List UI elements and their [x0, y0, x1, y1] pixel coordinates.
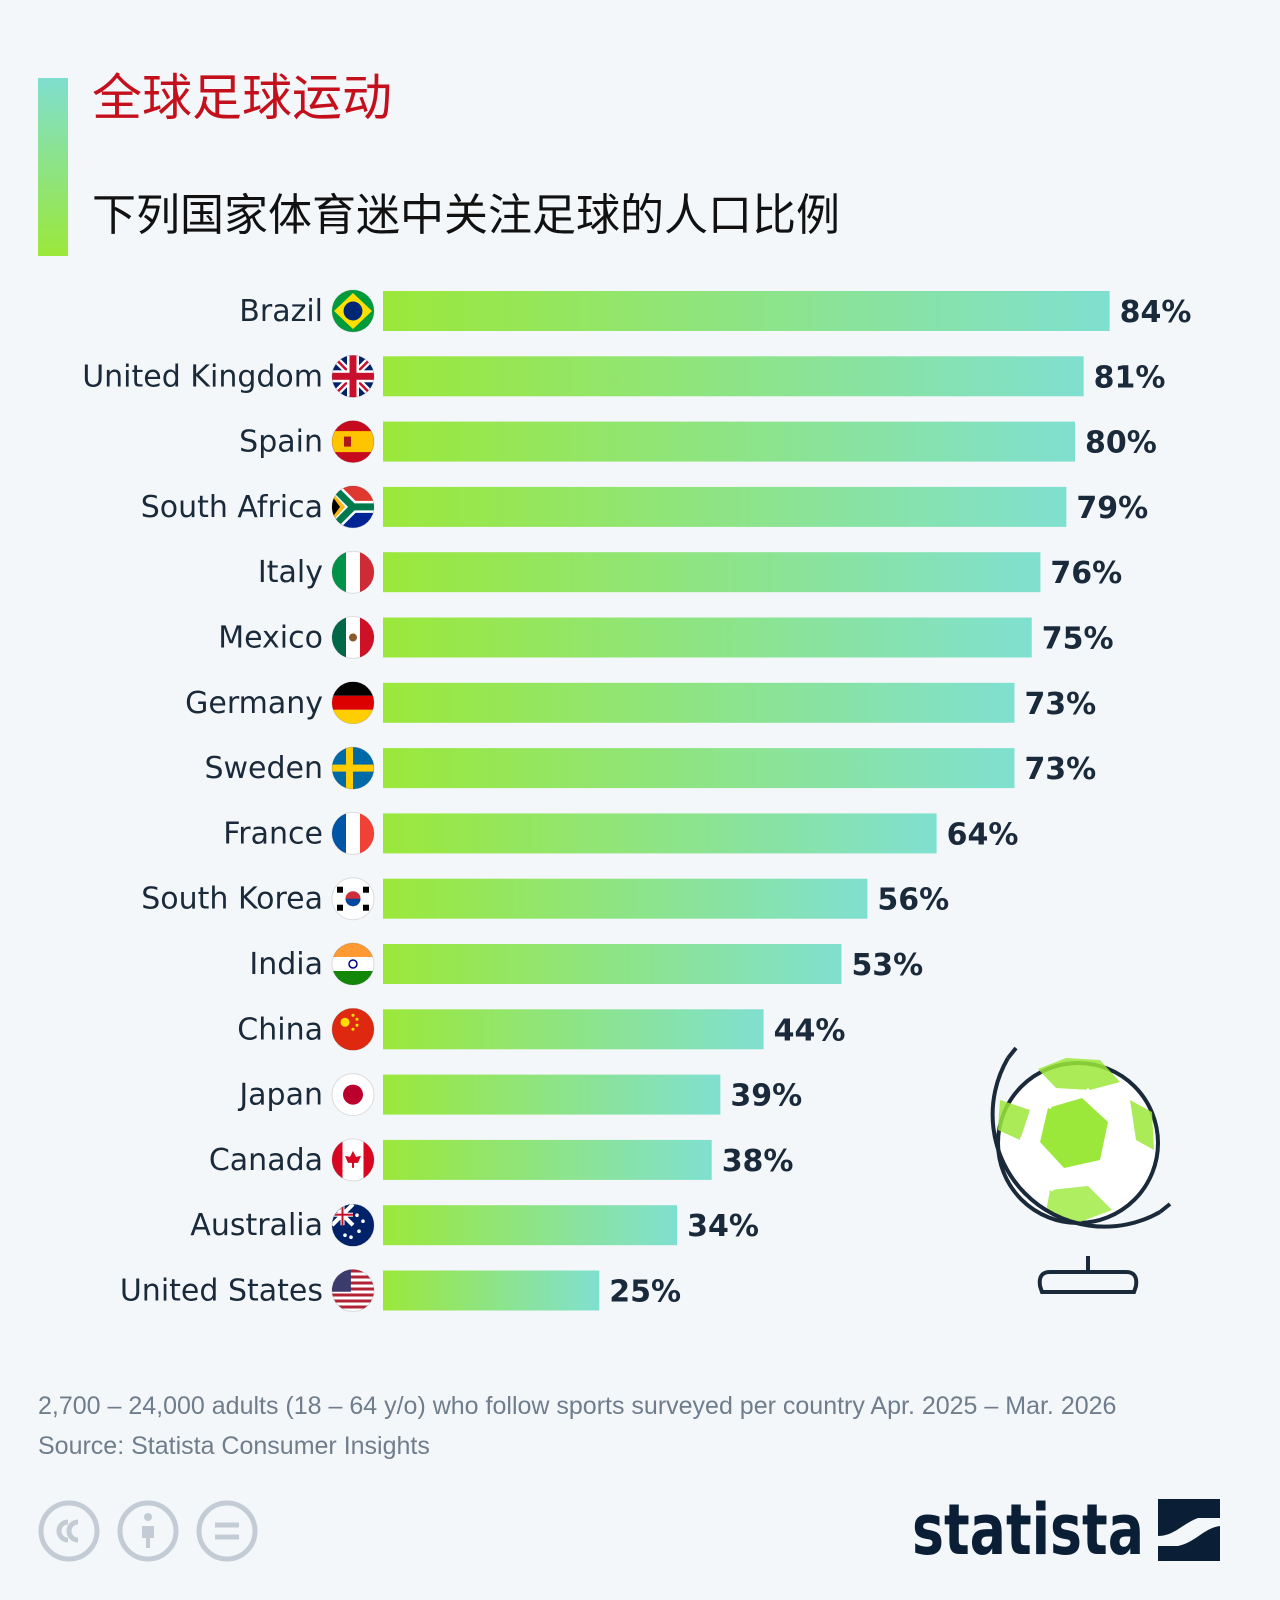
value-label: 75%	[1042, 622, 1114, 657]
footnote: 2,700 – 24,000 adults (18 – 64 y/o) who …	[38, 1386, 1116, 1466]
sweden-flag-icon	[331, 746, 375, 790]
statista-logo-mark-icon	[1158, 1499, 1220, 1561]
bar	[383, 1139, 712, 1180]
category-label: South Korea	[141, 882, 323, 917]
brazil-flag-icon	[331, 289, 375, 333]
category-label: Japan	[237, 1078, 323, 1113]
value-label: 79%	[1076, 491, 1148, 526]
category-label: Italy	[258, 555, 323, 590]
category-label: Germany	[185, 686, 323, 721]
category-label: India	[249, 947, 323, 982]
bar	[383, 291, 1110, 331]
statista-logo[interactable]: statista	[912, 1489, 1252, 1571]
value-label: 64%	[947, 817, 1019, 852]
license-icons	[38, 1500, 258, 1562]
canada-flag-icon	[331, 1138, 375, 1182]
bar	[383, 1009, 764, 1050]
value-label: 34%	[687, 1209, 759, 1244]
uk-flag-icon	[331, 354, 375, 398]
chart-subtitle: 下列国家体育迷中关注足球的人口比例	[92, 190, 840, 241]
france-flag-icon	[331, 811, 375, 855]
south-korea-flag-icon	[331, 877, 375, 921]
value-label: 80%	[1085, 426, 1157, 461]
category-label: Australia	[190, 1208, 323, 1243]
value-label: 73%	[1024, 752, 1096, 787]
value-label: 84%	[1120, 295, 1192, 330]
italy-flag-icon	[331, 550, 375, 594]
category-label: France	[223, 816, 323, 851]
attribution-icon[interactable]	[117, 1500, 179, 1562]
value-label: 56%	[877, 883, 949, 918]
value-label: 39%	[730, 1079, 802, 1114]
bar	[383, 617, 1032, 658]
bar	[383, 552, 1041, 593]
value-label: 76%	[1050, 556, 1122, 591]
bar	[383, 1205, 678, 1246]
title-accent-bar	[38, 78, 68, 256]
bar	[383, 682, 1015, 723]
bar	[383, 944, 842, 984]
australia-flag-icon	[331, 1203, 375, 1247]
value-label: 44%	[774, 1013, 846, 1048]
bar	[383, 486, 1067, 527]
bar	[383, 421, 1075, 462]
chart-title: 全球足球运动	[92, 69, 392, 127]
japan-flag-icon	[331, 1073, 375, 1117]
bar	[383, 356, 1084, 397]
category-label: Brazil	[239, 294, 323, 329]
bar-chart: Brazil 84% United Kingdom 81% Spain 80% South …	[82, 289, 1192, 1312]
us-flag-icon	[331, 1269, 375, 1312]
value-label: 25%	[609, 1275, 681, 1310]
category-label: United Kingdom	[82, 359, 323, 394]
no-derivatives-icon[interactable]	[196, 1500, 258, 1562]
value-label: 73%	[1024, 687, 1096, 722]
category-label: Canada	[209, 1143, 323, 1178]
category-label: South Africa	[141, 490, 323, 525]
mexico-flag-icon	[331, 616, 375, 659]
value-label: 53%	[851, 948, 923, 983]
category-label: United States	[120, 1274, 323, 1309]
soccer-globe-icon	[990, 1046, 1172, 1294]
bar	[383, 748, 1015, 789]
south-africa-flag-icon	[331, 485, 375, 529]
bar	[383, 1270, 600, 1311]
spain-flag-icon	[331, 420, 375, 464]
category-label: Spain	[239, 425, 323, 460]
china-flag-icon	[331, 1007, 375, 1051]
source-note: Source: Statista Consumer Insights	[38, 1432, 430, 1460]
logo-wordmark: statista	[912, 1496, 1144, 1566]
bar	[383, 1074, 721, 1115]
india-flag-icon	[331, 942, 375, 986]
survey-note: 2,700 – 24,000 adults (18 – 64 y/o) who …	[38, 1392, 1117, 1420]
bar	[383, 878, 868, 919]
category-label: China	[237, 1012, 323, 1047]
bar	[383, 813, 937, 854]
cc-icon[interactable]	[38, 1500, 100, 1562]
value-label: 38%	[722, 1144, 794, 1179]
value-label: 81%	[1094, 360, 1166, 395]
category-label: Sweden	[204, 751, 323, 786]
germany-flag-icon	[331, 681, 375, 725]
category-label: Mexico	[218, 621, 323, 656]
